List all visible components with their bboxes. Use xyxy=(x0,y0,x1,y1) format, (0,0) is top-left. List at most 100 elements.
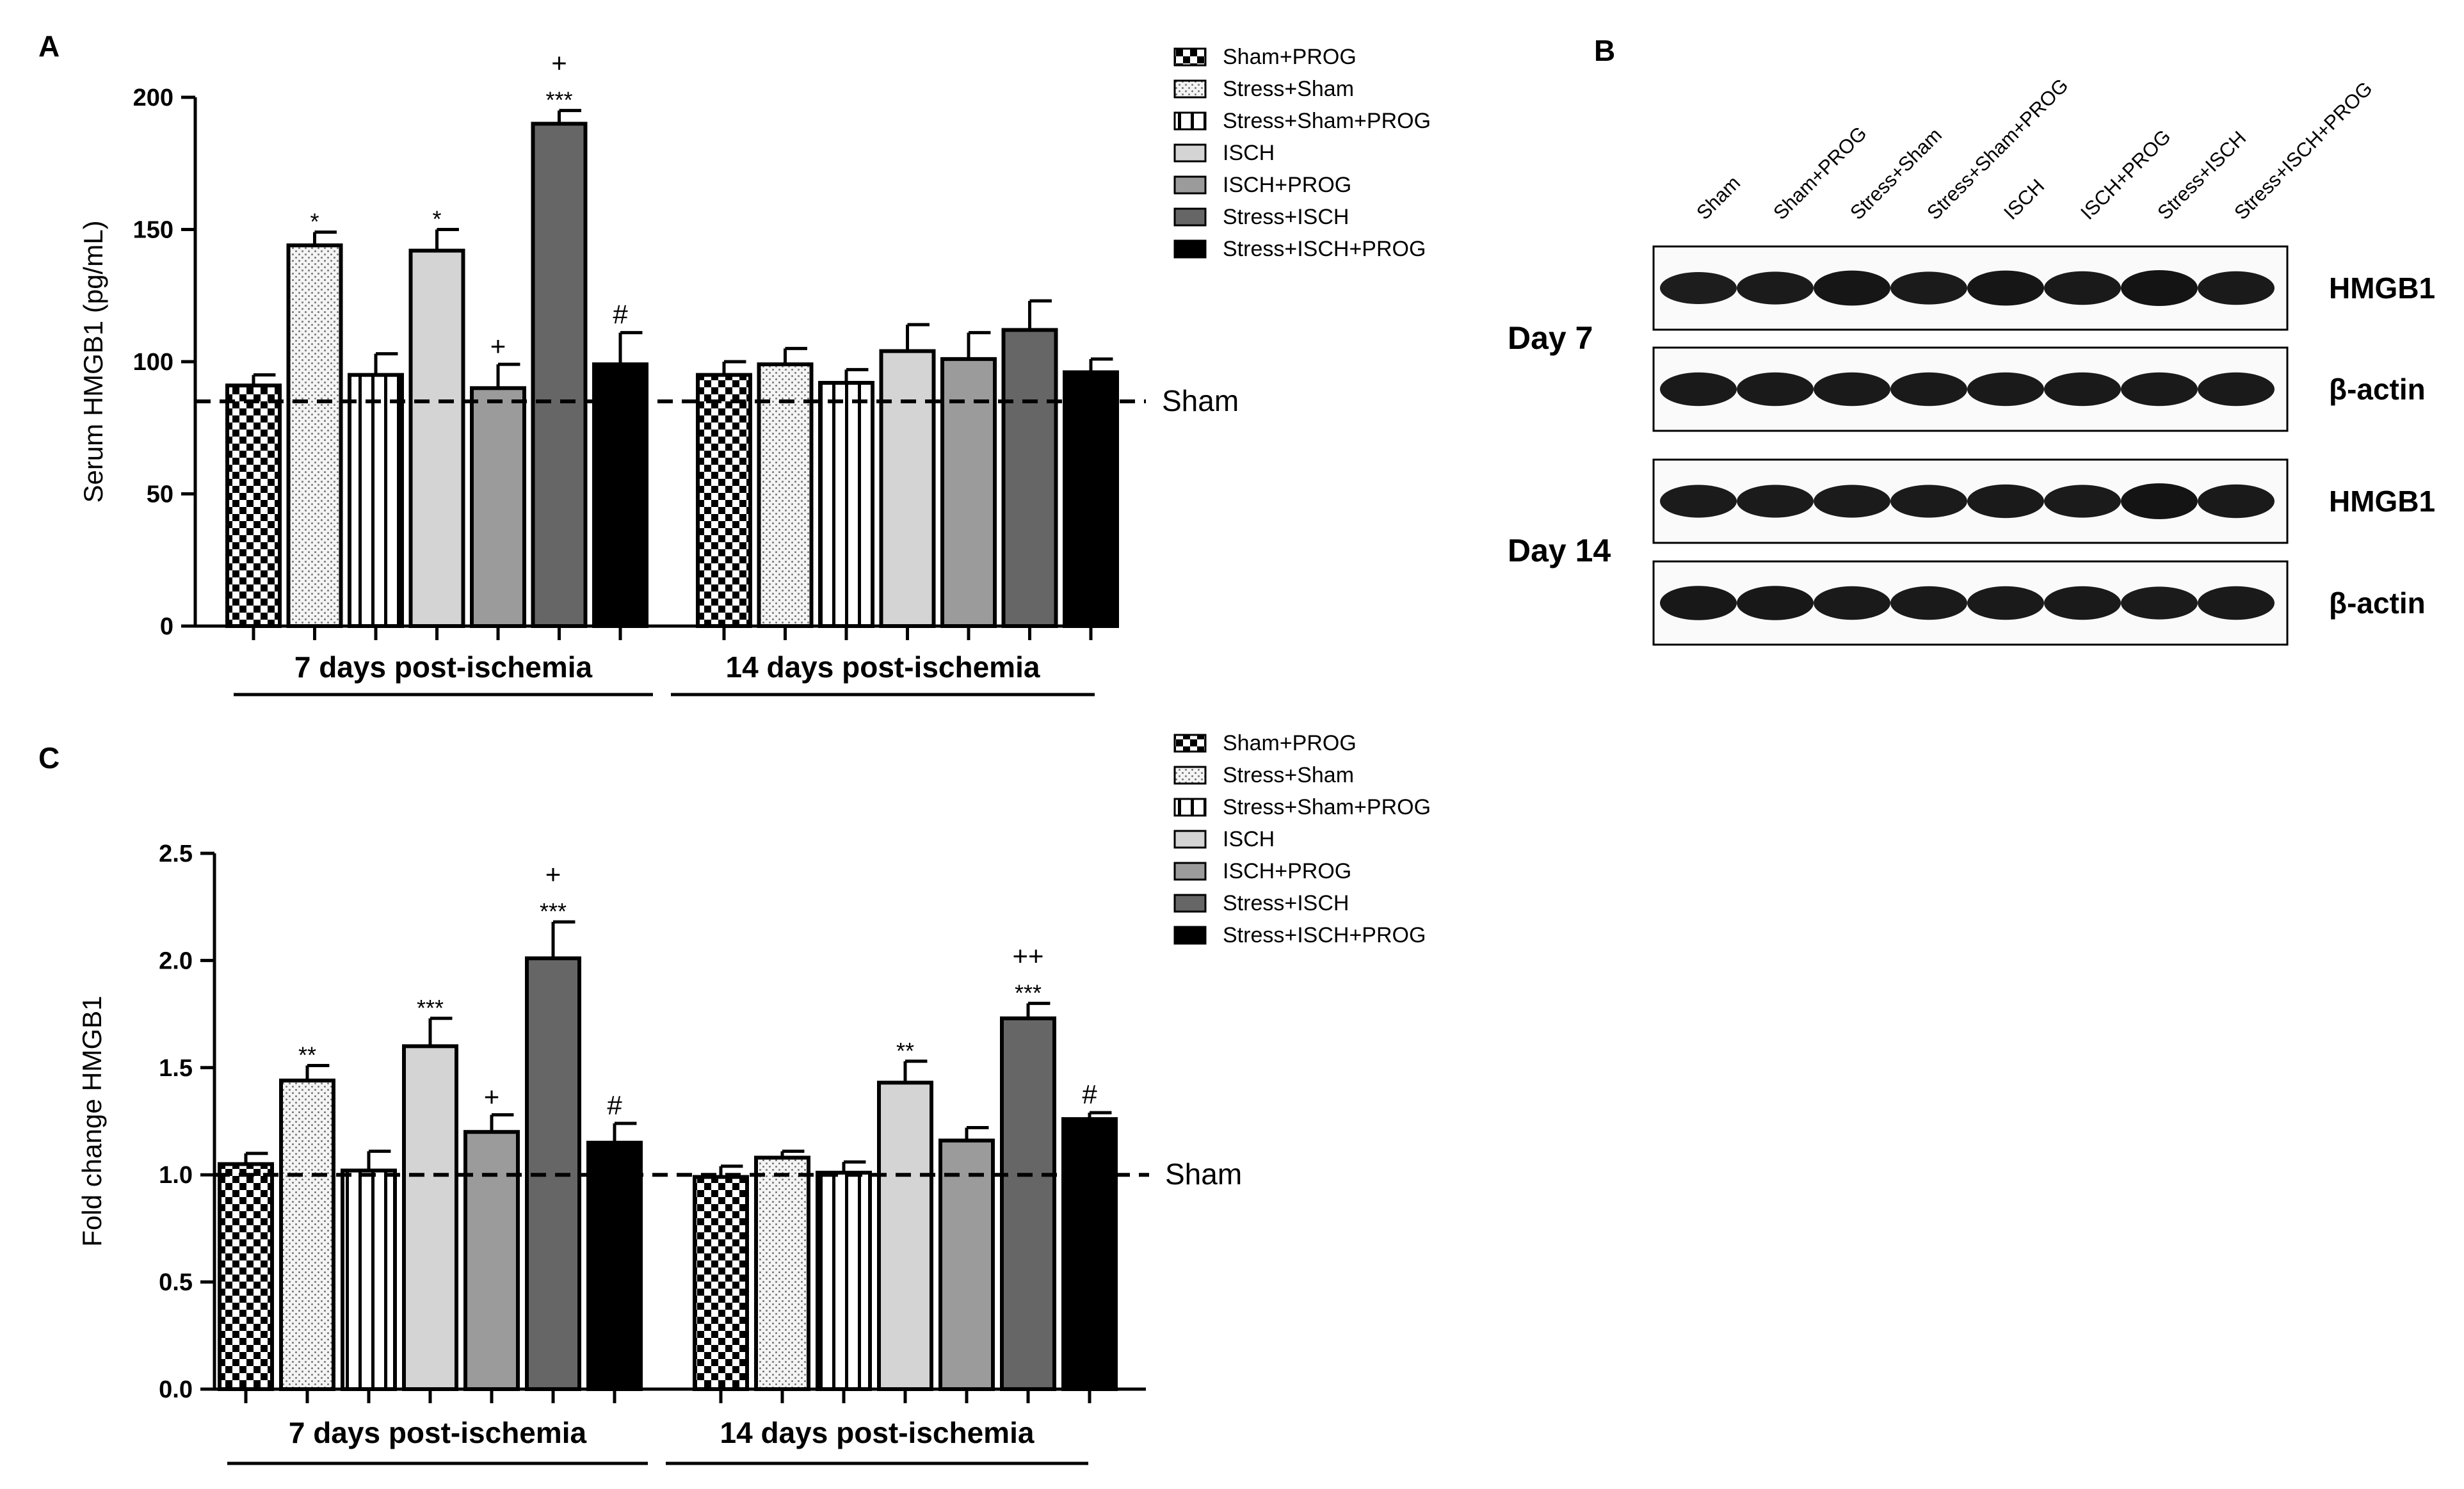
blot-band xyxy=(2198,484,2275,519)
legend-swatch xyxy=(1173,894,1207,913)
blot-band xyxy=(1967,484,2044,519)
y-tick-label: 2.0 xyxy=(159,947,193,974)
significance-label: + xyxy=(545,859,561,889)
bar xyxy=(696,373,752,629)
blot-band xyxy=(1737,485,1814,518)
y-tick-label: 2.5 xyxy=(159,841,193,867)
blot-band xyxy=(1890,372,1967,406)
lane-label: Stress+Sham+PROG xyxy=(1922,74,2072,224)
legend-swatch xyxy=(1173,239,1207,259)
bar xyxy=(879,349,936,628)
significance-label: ++ xyxy=(1012,940,1043,970)
bar xyxy=(279,1078,335,1391)
bar xyxy=(341,1168,397,1392)
legend-label: Stress+ISCH+PROG xyxy=(1223,923,1426,947)
blot-band xyxy=(2121,270,2198,306)
significance-label: *** xyxy=(417,995,444,1021)
legend-swatch xyxy=(1173,734,1207,753)
significance-label: # xyxy=(613,300,628,330)
legend-label: ISCH xyxy=(1223,827,1275,851)
legend-label: Sham+PROG xyxy=(1223,731,1357,755)
blot-band xyxy=(1890,271,1967,305)
blot-band xyxy=(2121,372,2198,406)
bar xyxy=(1001,328,1058,628)
blot-day-label: Day 7 xyxy=(1508,320,1593,356)
y-tick-label: 100 xyxy=(133,349,173,376)
legend-swatch xyxy=(1173,47,1207,67)
legend-swatch xyxy=(1173,207,1207,227)
blot-band xyxy=(1814,270,1890,306)
blot-day-label: Day 14 xyxy=(1508,533,1611,568)
bar xyxy=(402,1044,458,1391)
significance-label: * xyxy=(432,206,441,232)
blot-row-label: β-actin xyxy=(2329,373,2426,406)
panel-a-legend: Sham+PROG Stress+Sham Stress+Sham+PROG ISCH… xyxy=(1173,45,1431,261)
significance-label: # xyxy=(607,1090,622,1120)
bar xyxy=(757,362,814,628)
blot-band xyxy=(2198,586,2275,620)
bar xyxy=(940,357,997,628)
blot-row-label: HMGB1 xyxy=(2329,485,2435,518)
significance-label: * xyxy=(310,209,319,235)
bar xyxy=(531,122,588,629)
y-tick-label: 0 xyxy=(160,613,173,640)
y-tick-label: 1.5 xyxy=(159,1055,193,1082)
legend-label: Stress+Sham+PROG xyxy=(1223,795,1431,819)
legend-swatch xyxy=(1173,766,1207,785)
significance-label: + xyxy=(551,48,567,78)
legend-label: Stress+Sham+PROG xyxy=(1223,109,1431,133)
y-axis-label: Fold change HMGB1 xyxy=(77,995,107,1246)
y-tick-label: 1.0 xyxy=(159,1162,193,1189)
x-category-label: 14 days post-ischemia xyxy=(720,1416,1035,1449)
significance-label: + xyxy=(490,331,506,361)
y-tick-label: 0.0 xyxy=(159,1376,193,1403)
significance-label: *** xyxy=(545,87,572,113)
x-category-label: 7 days post-ischemia xyxy=(289,1416,587,1449)
panel-a-label: A xyxy=(38,29,60,63)
blot-band xyxy=(1967,586,2044,620)
panel-b-label: B xyxy=(1594,34,1615,67)
legend-swatch xyxy=(1173,926,1207,945)
blot-band xyxy=(1890,586,1967,620)
bar xyxy=(1063,370,1119,629)
x-category-label: 7 days post-ischemia xyxy=(294,650,593,684)
y-tick-label: 150 xyxy=(133,217,173,244)
blot-band xyxy=(1660,372,1737,406)
panel-c-label: C xyxy=(38,741,60,775)
legend-swatch xyxy=(1173,79,1207,99)
legend-label: ISCH+PROG xyxy=(1223,173,1351,197)
sham-reference-label: Sham xyxy=(1162,384,1239,417)
blot-band xyxy=(2044,372,2121,406)
blot-band xyxy=(2198,372,2275,406)
bar xyxy=(463,1130,520,1391)
legend-label: Stress+ISCH xyxy=(1223,891,1349,915)
western-blot-panel: Sham Sham+PROGStress+ShamStress+Sham+PROG… xyxy=(1508,74,2435,646)
x-category-label: 14 days post-ischemia xyxy=(726,650,1040,684)
legend-label: Stress+Sham xyxy=(1223,763,1354,787)
blot-band xyxy=(1967,270,2044,306)
blot-band xyxy=(1660,485,1737,518)
blot-band xyxy=(1814,372,1890,406)
significance-label: + xyxy=(484,1081,500,1111)
blot-band xyxy=(1814,485,1890,518)
blot-row-label: HMGB1 xyxy=(2329,271,2435,305)
significance-label: ** xyxy=(896,1038,914,1064)
blot-band xyxy=(2121,483,2198,519)
blot-band xyxy=(1890,485,1967,518)
legend-label: ISCH+PROG xyxy=(1223,859,1351,883)
y-axis-label: Serum HMGB1 (pg/mL) xyxy=(78,220,108,503)
legend-swatch xyxy=(1173,862,1207,881)
legend-swatch xyxy=(1173,175,1207,195)
bar xyxy=(592,362,648,628)
lane-label: ISCH xyxy=(1999,175,2049,224)
blot-band xyxy=(2198,271,2275,305)
blot-row-label: β-actin xyxy=(2329,586,2426,620)
bar xyxy=(470,386,526,628)
legend-swatch xyxy=(1173,798,1207,817)
bar xyxy=(693,1175,749,1391)
legend-swatch xyxy=(1173,111,1207,131)
blot-band xyxy=(2044,271,2121,305)
blot-band xyxy=(1737,586,1814,620)
legend-label: Stress+ISCH+PROG xyxy=(1223,237,1426,261)
